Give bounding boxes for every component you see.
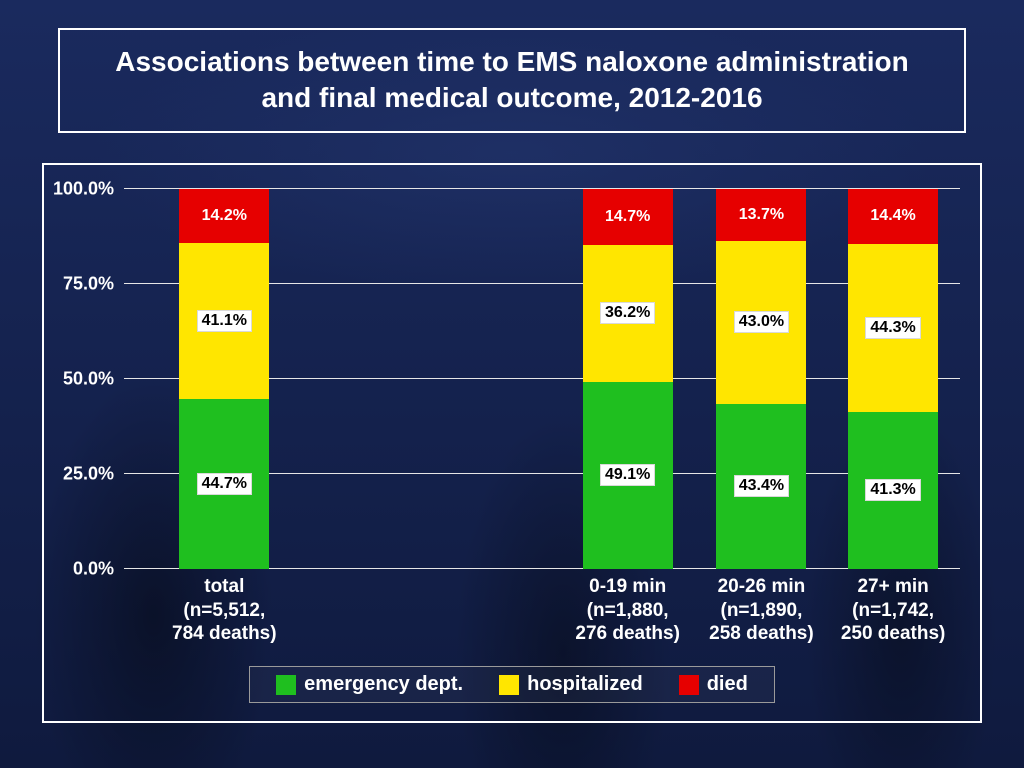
legend-swatch: [276, 675, 296, 695]
legend-label: died: [707, 673, 748, 696]
segment-value-label: 14.4%: [866, 206, 919, 226]
y-tick-label: 100.0%: [53, 178, 114, 199]
bar-segment-emergency: 41.3%: [848, 412, 938, 569]
x-axis-category-label: 27+ min(n=1,742,250 deaths): [826, 575, 960, 646]
bars-row: 44.7% 41.1% 14.2% 49.1% 36.2% 14.7% 43.4% 43.0%…: [124, 189, 960, 569]
plot-area: 0.0%25.0%50.0%75.0%100.0%44.7%41.1%14.2%…: [124, 189, 960, 569]
y-tick-label: 75.0%: [63, 273, 114, 294]
legend-item-hospitalized: hospitalized: [499, 673, 643, 696]
bar-slot: 44.7% 41.1% 14.2%: [124, 189, 325, 569]
legend: emergency dept. hospitalized died: [249, 666, 775, 703]
bar-slot: 49.1% 36.2% 14.7%: [559, 189, 697, 569]
y-tick-label: 50.0%: [63, 368, 114, 389]
chart-title-box: Associations between time to EMS naloxon…: [58, 28, 966, 133]
bar-segment-hospitalized: 41.1%: [179, 243, 269, 399]
bar-segment-died: 14.4%: [848, 189, 938, 244]
legend-item-died: died: [679, 673, 748, 696]
bar-segment-hospitalized: 36.2%: [583, 245, 673, 383]
segment-value-label: 44.7%: [197, 473, 252, 495]
segment-value-label: 36.2%: [600, 302, 655, 324]
bar-slot: 41.3% 44.3% 14.4%: [826, 189, 960, 569]
bar-segment-hospitalized: 44.3%: [848, 244, 938, 412]
bar-segment-died: 14.2%: [179, 189, 269, 243]
segment-value-label: 14.2%: [198, 206, 251, 226]
bar-gap: [325, 189, 559, 569]
segment-value-label: 41.1%: [197, 310, 252, 332]
y-tick-label: 25.0%: [63, 463, 114, 484]
stacked-bar: 43.4% 43.0% 13.7%: [716, 189, 806, 569]
legend-label: hospitalized: [527, 673, 643, 696]
bar-segment-died: 13.7%: [716, 189, 806, 241]
segment-value-label: 14.7%: [601, 207, 654, 227]
legend-item-emergency: emergency dept.: [276, 673, 463, 696]
segment-value-label: 44.3%: [865, 317, 920, 339]
chart-title: Associations between time to EMS naloxon…: [90, 44, 934, 117]
bar-segment-emergency: 43.4%: [716, 404, 806, 569]
x-axis-category-label: [325, 575, 559, 646]
segment-value-label: 13.7%: [735, 205, 788, 225]
bar-segment-emergency: 44.7%: [179, 399, 269, 569]
stacked-bar: 41.3% 44.3% 14.4%: [848, 189, 938, 569]
bar-slot: 43.4% 43.0% 13.7%: [697, 189, 827, 569]
x-axis-category-label: 20-26 min(n=1,890,258 deaths): [697, 575, 827, 646]
legend-swatch: [499, 675, 519, 695]
segment-value-label: 49.1%: [600, 464, 655, 486]
segment-value-label: 41.3%: [865, 479, 920, 501]
legend-label: emergency dept.: [304, 673, 463, 696]
x-axis-category-label: total(n=5,512,784 deaths): [124, 575, 325, 646]
bar-segment-died: 14.7%: [583, 189, 673, 245]
segment-value-label: 43.0%: [734, 311, 789, 333]
chart-container: 0.0% 25.0% 50.0% 75.0% 100.0% 44.7% 41.1% 14.2%…: [42, 163, 982, 723]
bar-segment-hospitalized: 43.0%: [716, 241, 806, 404]
x-axis-category-label: 0-19 min(n=1,880,276 deaths): [559, 575, 697, 646]
segment-value-label: 43.4%: [734, 475, 789, 497]
stacked-bar: 44.7% 41.1% 14.2%: [179, 189, 269, 569]
y-tick-label: 0.0%: [73, 558, 114, 579]
legend-swatch: [679, 675, 699, 695]
stacked-bar: 49.1% 36.2% 14.7%: [583, 189, 673, 569]
bar-segment-emergency: 49.1%: [583, 382, 673, 569]
x-axis-labels: total(n=5,512,784 deaths) 0-19 min(n=1,88…: [124, 575, 960, 646]
